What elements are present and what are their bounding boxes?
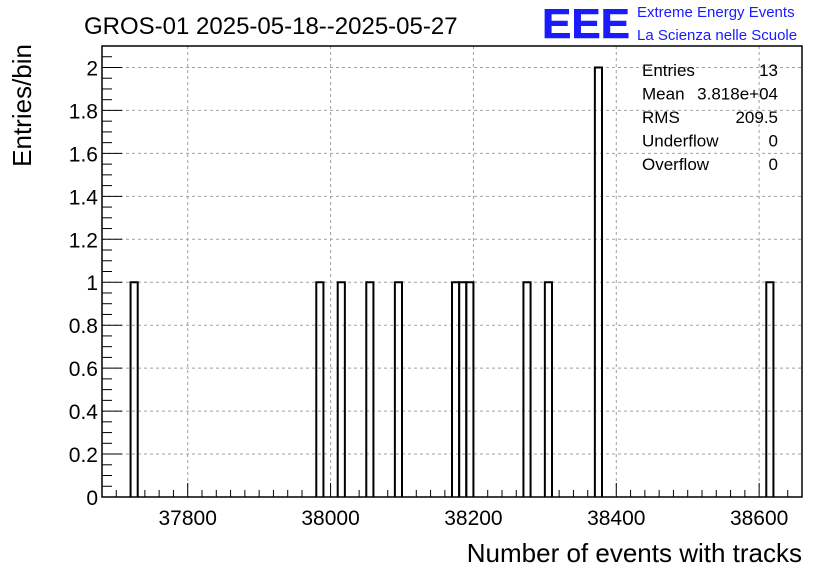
x-tick-label: 38600 [730,507,788,530]
x-tick-label: 38000 [301,507,359,530]
eee-logo: EEE Extreme Energy Events La Scienza nel… [542,0,797,47]
stat-label: Overflow [642,155,710,174]
y-tick-label: 1 [86,272,98,295]
histogram-bar [315,281,325,497]
histogram-bar [543,281,553,497]
stat-value: 0 [769,132,778,151]
y-tick-label: 0.4 [69,401,99,424]
histogram-bar [336,281,346,497]
histogram-bar [593,66,603,497]
y-tick-label: 1.2 [69,229,98,252]
y-tick-label: 1.8 [69,100,98,123]
histogram-bar [765,281,775,497]
logo-mark: EEE [542,0,630,47]
stat-label: Entries [642,61,695,80]
histogram-bar [458,281,468,497]
y-tick-label: 0.8 [69,315,98,338]
x-tick-label: 38200 [444,507,502,530]
y-tick-label: 1.6 [69,143,98,166]
stat-label: RMS [642,108,680,127]
y-axis-ticks: 0 0.2 0.4 0.6 0.8 1 1.2 1.4 1.6 1.8 2 [69,45,122,510]
y-tick-label: 0.2 [69,444,98,467]
logo-line-2: La Scienza nelle Scuole [637,27,797,44]
stat-value: 3.818e+04 [697,85,778,104]
y-tick-label: 0.6 [69,358,98,381]
histogram-bar [451,281,461,497]
y-axis-title: Entries/bin [7,44,37,167]
logo-line-1: Extreme Energy Events [637,4,795,21]
chart-title: GROS-01 2025-05-18--2025-05-27 [84,13,458,40]
stat-value: 209.5 [735,108,778,127]
stat-label: Underflow [642,132,719,151]
y-tick-label: 2 [86,57,98,80]
histogram-bar [522,281,532,497]
x-tick-label: 38400 [587,507,645,530]
x-axis-title: Number of events with tracks [467,538,802,568]
stats-box: Entries 13 Mean 3.818e+04 RMS 209.5 Underflow 0… [642,61,778,174]
stat-value: 13 [759,61,778,80]
histogram-bar [365,281,375,497]
stat-label: Mean [642,85,685,104]
x-tick-label: 37800 [159,507,217,530]
y-tick-label: 0 [86,487,98,510]
histogram-bar [129,281,139,497]
histogram-bar [465,281,475,497]
stat-value: 0 [769,155,778,174]
y-tick-label: 1.4 [69,186,99,209]
x-axis-ticks: 37800 38000 38200 38400 38600 [101,483,803,530]
histogram-bars [129,66,775,497]
histogram-bar [393,281,403,497]
